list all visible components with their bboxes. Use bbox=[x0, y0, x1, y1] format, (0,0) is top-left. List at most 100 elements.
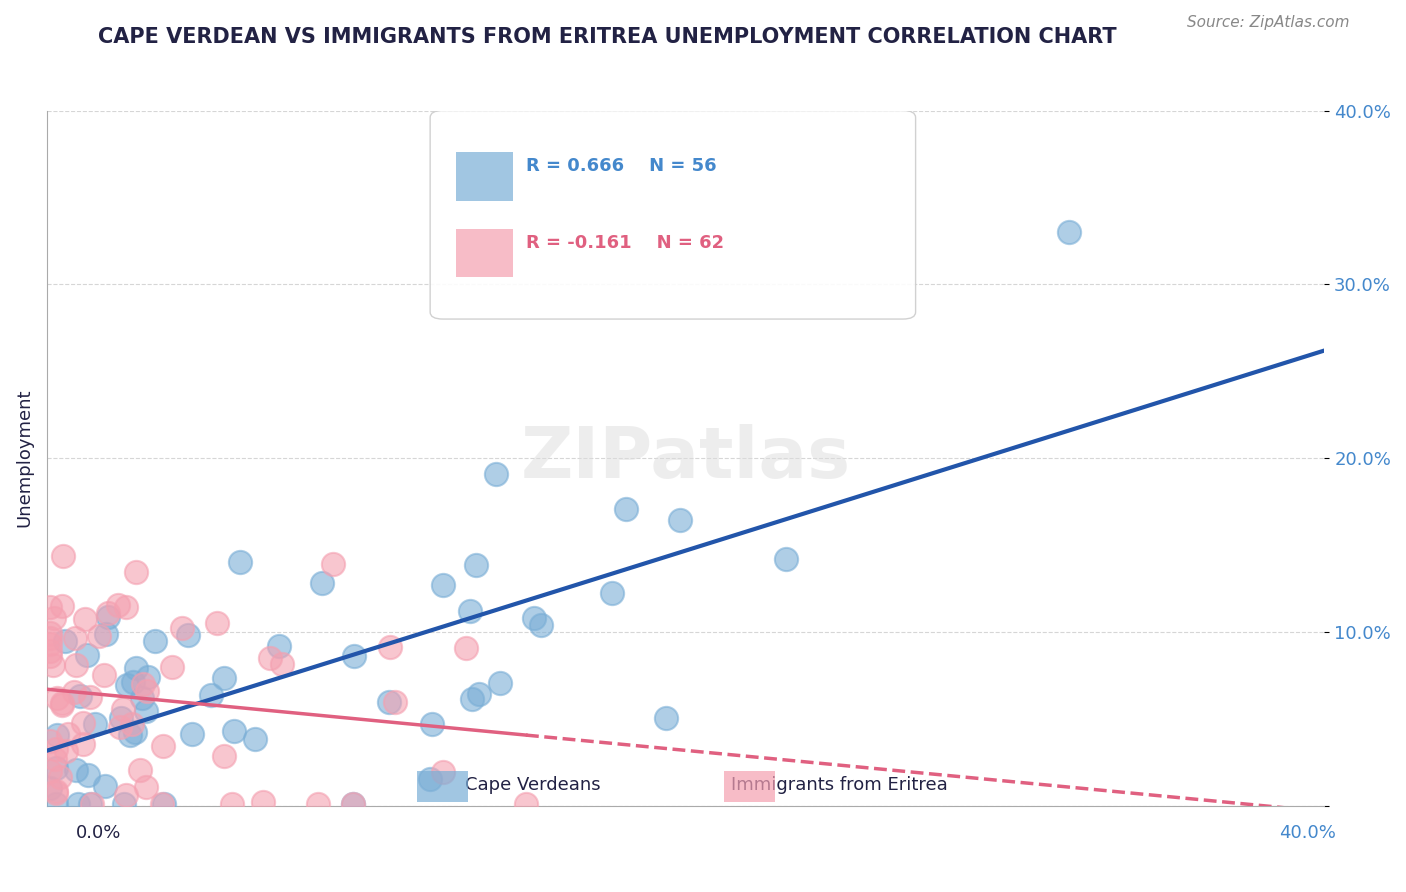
Text: 0.0%: 0.0% bbox=[76, 824, 121, 842]
Immigrants from Eritrea bbox=[72, 715, 94, 730]
Cape Verdeans bbox=[460, 692, 482, 706]
Cape Verdeans bbox=[84, 716, 107, 731]
Immigrants from Eritrea bbox=[42, 611, 65, 625]
Cape Verdeans bbox=[97, 610, 120, 624]
Immigrants from Eritrea bbox=[107, 598, 129, 612]
Immigrants from Eritrea bbox=[270, 657, 292, 672]
Text: Immigrants from Eritrea: Immigrants from Eritrea bbox=[731, 776, 948, 794]
Cape Verdeans bbox=[342, 797, 364, 811]
Cape Verdeans bbox=[200, 688, 222, 702]
Cape Verdeans bbox=[131, 691, 153, 706]
Cape Verdeans bbox=[124, 724, 146, 739]
Text: Source: ZipAtlas.com: Source: ZipAtlas.com bbox=[1187, 15, 1350, 29]
Immigrants from Eritrea bbox=[342, 797, 364, 811]
Immigrants from Eritrea bbox=[65, 658, 87, 673]
Cape Verdeans bbox=[616, 502, 638, 516]
Immigrants from Eritrea bbox=[49, 770, 72, 784]
Immigrants from Eritrea bbox=[39, 644, 62, 658]
Cape Verdeans bbox=[39, 780, 62, 795]
Immigrants from Eritrea bbox=[45, 786, 67, 800]
Text: Cape Verdeans: Cape Verdeans bbox=[464, 776, 600, 794]
Immigrants from Eritrea bbox=[63, 631, 86, 645]
Cape Verdeans bbox=[243, 731, 266, 746]
Immigrants from Eritrea bbox=[132, 677, 155, 691]
Immigrants from Eritrea bbox=[97, 606, 120, 620]
Cape Verdeans bbox=[77, 768, 100, 782]
Cape Verdeans bbox=[65, 763, 87, 777]
Y-axis label: Unemployment: Unemployment bbox=[15, 389, 32, 527]
Cape Verdeans bbox=[110, 711, 132, 725]
Cape Verdeans bbox=[485, 467, 508, 481]
Cape Verdeans bbox=[94, 779, 117, 793]
Immigrants from Eritrea bbox=[252, 795, 274, 809]
Cape Verdeans bbox=[138, 670, 160, 684]
FancyBboxPatch shape bbox=[456, 153, 513, 201]
Cape Verdeans bbox=[523, 611, 546, 625]
Cape Verdeans bbox=[419, 772, 441, 787]
Cape Verdeans bbox=[135, 705, 157, 719]
Text: R = 0.666    N = 56: R = 0.666 N = 56 bbox=[526, 157, 717, 175]
Immigrants from Eritrea bbox=[39, 733, 62, 747]
Cape Verdeans bbox=[1057, 225, 1080, 239]
Immigrants from Eritrea bbox=[46, 691, 69, 706]
Immigrants from Eritrea bbox=[322, 557, 344, 571]
Immigrants from Eritrea bbox=[45, 784, 67, 798]
Cape Verdeans bbox=[669, 514, 692, 528]
Cape Verdeans bbox=[311, 576, 333, 591]
Cape Verdeans bbox=[45, 797, 67, 811]
Cape Verdeans bbox=[269, 639, 291, 653]
Cape Verdeans bbox=[153, 797, 176, 811]
Text: CAPE VERDEAN VS IMMIGRANTS FROM ERITREA UNEMPLOYMENT CORRELATION CHART: CAPE VERDEAN VS IMMIGRANTS FROM ERITREA … bbox=[98, 27, 1116, 46]
Cape Verdeans bbox=[432, 578, 454, 592]
Immigrants from Eritrea bbox=[515, 797, 537, 811]
Cape Verdeans bbox=[96, 627, 118, 641]
Cape Verdeans bbox=[775, 552, 797, 566]
Immigrants from Eritrea bbox=[384, 695, 406, 709]
Immigrants from Eritrea bbox=[378, 640, 401, 654]
Immigrants from Eritrea bbox=[44, 742, 66, 756]
Immigrants from Eritrea bbox=[221, 797, 243, 811]
Cape Verdeans bbox=[125, 661, 148, 675]
Cape Verdeans bbox=[488, 675, 510, 690]
Immigrants from Eritrea bbox=[152, 739, 174, 753]
Immigrants from Eritrea bbox=[39, 631, 62, 645]
Immigrants from Eritrea bbox=[160, 660, 183, 674]
Immigrants from Eritrea bbox=[129, 763, 152, 777]
Immigrants from Eritrea bbox=[259, 651, 281, 665]
Cape Verdeans bbox=[229, 555, 252, 569]
FancyBboxPatch shape bbox=[430, 111, 915, 319]
FancyBboxPatch shape bbox=[418, 771, 468, 802]
Immigrants from Eritrea bbox=[108, 720, 131, 734]
Immigrants from Eritrea bbox=[51, 599, 73, 614]
Immigrants from Eritrea bbox=[136, 684, 159, 698]
Immigrants from Eritrea bbox=[39, 637, 62, 651]
Immigrants from Eritrea bbox=[432, 765, 454, 780]
Immigrants from Eritrea bbox=[79, 690, 101, 704]
Text: ZIPatlas: ZIPatlas bbox=[520, 424, 851, 492]
Immigrants from Eritrea bbox=[39, 626, 62, 640]
Immigrants from Eritrea bbox=[39, 599, 62, 614]
Cape Verdeans bbox=[212, 671, 235, 685]
Cape Verdeans bbox=[69, 689, 91, 703]
Immigrants from Eritrea bbox=[58, 727, 80, 741]
FancyBboxPatch shape bbox=[724, 771, 775, 802]
Immigrants from Eritrea bbox=[150, 797, 173, 811]
Cape Verdeans bbox=[76, 648, 98, 663]
Immigrants from Eritrea bbox=[39, 648, 62, 663]
Cape Verdeans bbox=[181, 726, 204, 740]
Cape Verdeans bbox=[117, 678, 139, 692]
Cape Verdeans bbox=[66, 797, 89, 811]
Immigrants from Eritrea bbox=[115, 788, 138, 802]
Cape Verdeans bbox=[122, 674, 145, 689]
Cape Verdeans bbox=[222, 723, 245, 738]
Cape Verdeans bbox=[420, 717, 443, 731]
Immigrants from Eritrea bbox=[307, 797, 329, 811]
Immigrants from Eritrea bbox=[51, 696, 73, 710]
Immigrants from Eritrea bbox=[207, 615, 229, 630]
Immigrants from Eritrea bbox=[42, 658, 65, 673]
FancyBboxPatch shape bbox=[456, 228, 513, 277]
Immigrants from Eritrea bbox=[135, 780, 157, 795]
Immigrants from Eritrea bbox=[80, 797, 103, 811]
Cape Verdeans bbox=[53, 634, 76, 648]
Immigrants from Eritrea bbox=[51, 698, 73, 712]
